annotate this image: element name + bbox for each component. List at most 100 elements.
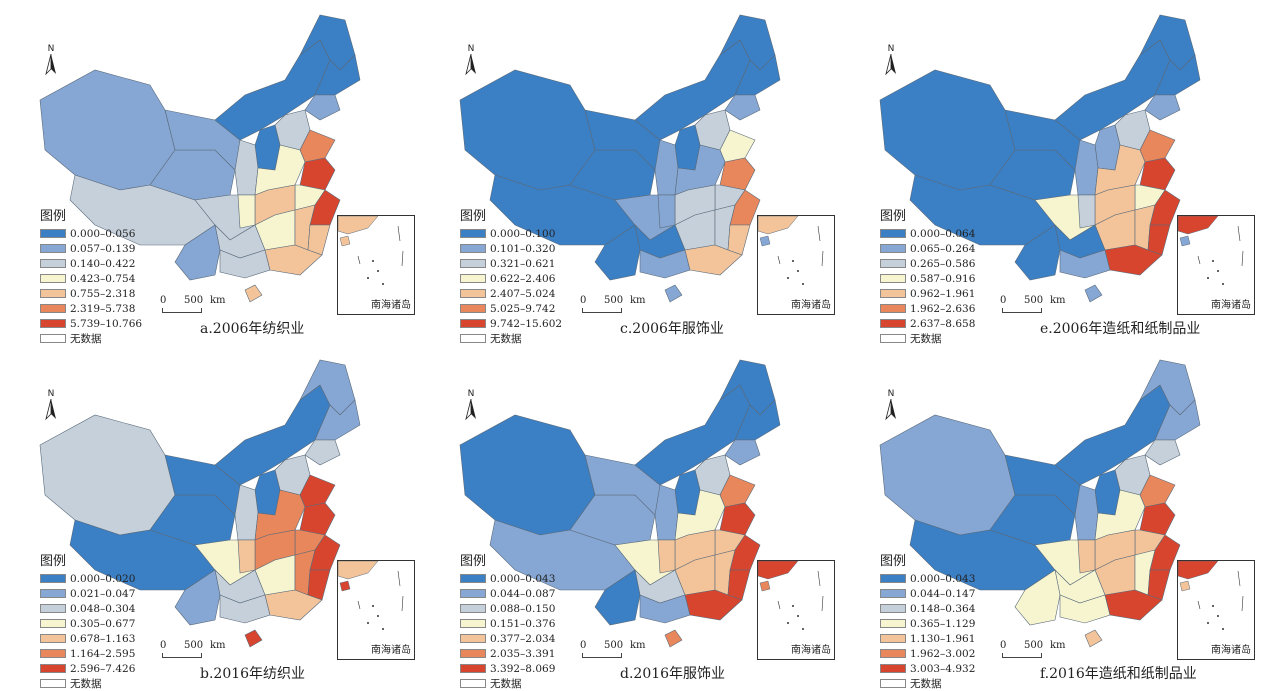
legend-range: 3.003–4.932 [910,662,976,675]
scale-zero: 0 [1000,295,1007,306]
legend-swatch [460,664,486,673]
north-arrow-icon [885,398,896,421]
legend-item: 0.151–0.376 [460,616,555,631]
province-shaanxi [654,484,679,541]
province-fujian [307,224,331,256]
legend-swatch [40,574,66,583]
legend-item: 0.321–0.621 [460,256,562,271]
south-china-sea-inset: 南海诸岛 [1177,215,1255,315]
legend-item: 0.305–0.677 [40,616,135,631]
north-label: N [467,44,475,54]
legend-range: 0.000–0.064 [910,227,976,240]
legend-no-data: 无数据 [40,676,135,691]
legend-swatch [40,259,66,268]
legend-swatch-no-data [460,334,486,343]
legend-item: 0.365–1.129 [880,616,975,631]
north-arrow: N [464,44,478,79]
map-panel-d: N 图例 0.000–0.043 0.044–0.087 0.088–0.150 0.15… [420,345,840,690]
province-shaanxi [234,139,259,196]
inset-label: 南海诸岛 [1211,645,1251,656]
legend-swatch [880,259,906,268]
province-chongqing [237,539,256,574]
north-arrow-icon [45,53,56,76]
province-fujian [727,569,751,601]
province-neimenggu [1054,39,1171,141]
province-shaanxi [654,139,679,196]
province-neimenggu [1054,384,1171,486]
legend: 图例 0.000–0.064 0.065–0.264 0.265–0.586 0.587… [880,205,975,346]
scale-bar: 0 500 km [580,295,660,317]
legend-swatch [460,589,486,598]
legend-swatch [460,574,486,583]
legend-range: 0.265–0.586 [910,257,976,270]
legend-item: 3.003–4.932 [880,661,975,676]
north-arrow: N [44,389,58,424]
legend-swatch [460,634,486,643]
legend-item: 0.587–0.916 [880,271,975,286]
legend-no-data-label: 无数据 [910,678,942,690]
legend-range: 0.088–0.150 [490,602,556,615]
inset-map [338,216,404,285]
province-yunnan [1014,224,1061,281]
legend-swatch [460,319,486,328]
china-map [879,14,1201,303]
legend-range: 0.021–0.047 [70,587,136,600]
legend-range: 0.755–2.318 [70,287,136,300]
legend-swatch [460,244,486,253]
legend-swatch [880,244,906,253]
legend-swatch [40,289,66,298]
legend-swatch [460,304,486,313]
legend-no-data: 无数据 [880,331,975,346]
china-map [39,359,361,648]
north-arrow: N [44,44,58,79]
legend-item: 0.101–0.320 [460,241,562,256]
scale-unit: km [1050,640,1066,651]
legend-swatch [460,604,486,613]
legend-range: 0.622–2.406 [490,272,556,285]
province-jiangsu [719,502,756,536]
province-fujian [307,569,331,601]
legend-item: 0.044–0.087 [460,586,555,601]
legend-swatch [460,229,486,238]
scale-value: 500 [1024,640,1044,651]
legend-swatch [880,664,906,673]
legend-item: 0.000–0.020 [40,571,135,586]
legend-item: 2.596–7.426 [40,661,135,676]
legend-swatch [40,274,66,283]
legend-swatch-no-data [880,334,906,343]
legend-no-data-label: 无数据 [70,678,102,690]
map-panel-b: N 图例 0.000–0.020 0.021–0.047 0.048–0.304 0.30… [0,345,420,690]
legend-item: 2.407–5.024 [460,286,562,301]
map-panel-e: N 图例 0.000–0.064 0.065–0.264 0.265–0.586 0.58… [840,0,1260,345]
legend-title: 图例 [40,554,67,569]
legend-range: 0.678–1.163 [70,632,136,645]
province-guangdong [684,589,743,621]
legend-no-data-label: 无数据 [910,333,942,345]
legend: 图例 0.000–0.100 0.101–0.320 0.321–0.621 0.622… [460,205,562,346]
legend-item: 1.962–3.002 [880,646,975,661]
north-arrow: N [884,389,898,424]
scale-bar: 0 500 km [160,640,240,662]
china-map [459,14,781,303]
legend-item: 0.962–1.961 [880,286,975,301]
panel-caption: f.2016年造纸和纸制品业 [1040,666,1197,682]
legend-no-data: 无数据 [460,331,562,346]
province-chongqing [1077,194,1096,229]
legend-title: 图例 [40,209,67,224]
inset-label: 南海诸岛 [371,300,411,311]
legend-title: 图例 [460,554,487,569]
province-chongqing [237,194,256,229]
scale-line [1002,653,1042,658]
scale-bar: 0 500 km [160,295,240,317]
legend-swatch [880,289,906,298]
north-arrow: N [884,44,898,79]
legend-range: 0.377–2.034 [490,632,556,645]
province-jiangsu [299,157,336,191]
legend-item: 1.962–2.636 [880,301,975,316]
legend-swatch [460,619,486,628]
legend-range: 1.962–3.002 [910,647,976,660]
legend-swatch [880,589,906,598]
province-hainan [1084,284,1103,303]
legend-item: 0.057–0.139 [40,241,142,256]
province-liaoning [304,94,341,121]
